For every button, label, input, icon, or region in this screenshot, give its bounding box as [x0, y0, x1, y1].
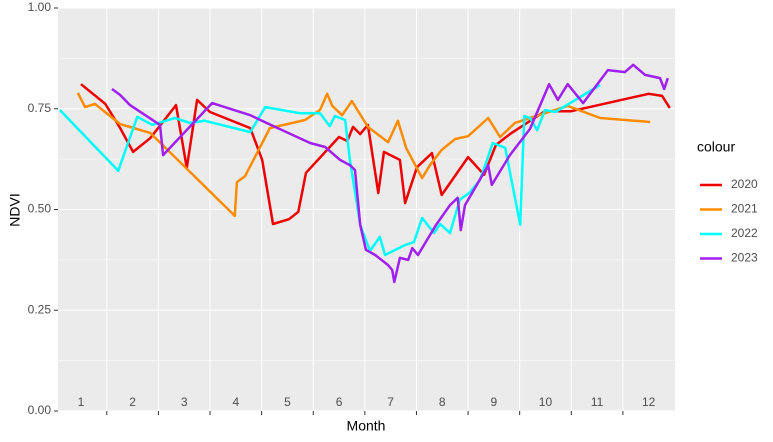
x-tick-label: 6 [336, 395, 343, 409]
x-axis-title: Month [347, 418, 386, 434]
y-tick-label: 0.75 [28, 101, 52, 115]
y-tick-label: 0.25 [28, 302, 52, 316]
x-tick-label: 2 [129, 395, 136, 409]
legend-label: 2023 [731, 251, 758, 265]
legend-label: 2022 [731, 226, 758, 240]
x-tick-label: 1 [78, 395, 85, 409]
x-tick-label: 9 [491, 395, 498, 409]
x-tick-label: 5 [284, 395, 291, 409]
x-tick-label: 10 [539, 395, 553, 409]
legend-label: 2021 [731, 202, 758, 216]
series-line [76, 92, 651, 218]
series-line [80, 83, 671, 226]
x-tick-label: 7 [387, 395, 394, 409]
legend-label: 2020 [731, 177, 758, 191]
x-tick-label: 12 [642, 395, 656, 409]
y-tick-label: 0.00 [28, 403, 52, 417]
x-tick-label: 8 [439, 395, 446, 409]
y-tick-label: 0.50 [28, 202, 52, 216]
x-tick-label: 11 [591, 395, 604, 409]
y-axis-title: NDVI [7, 193, 23, 226]
series-line [111, 63, 669, 284]
x-tick-label: 3 [181, 395, 188, 409]
x-tick-label: 4 [232, 395, 239, 409]
y-tick-label: 1.00 [28, 0, 52, 14]
series-line [58, 83, 601, 257]
legend-title: colour [697, 139, 735, 155]
